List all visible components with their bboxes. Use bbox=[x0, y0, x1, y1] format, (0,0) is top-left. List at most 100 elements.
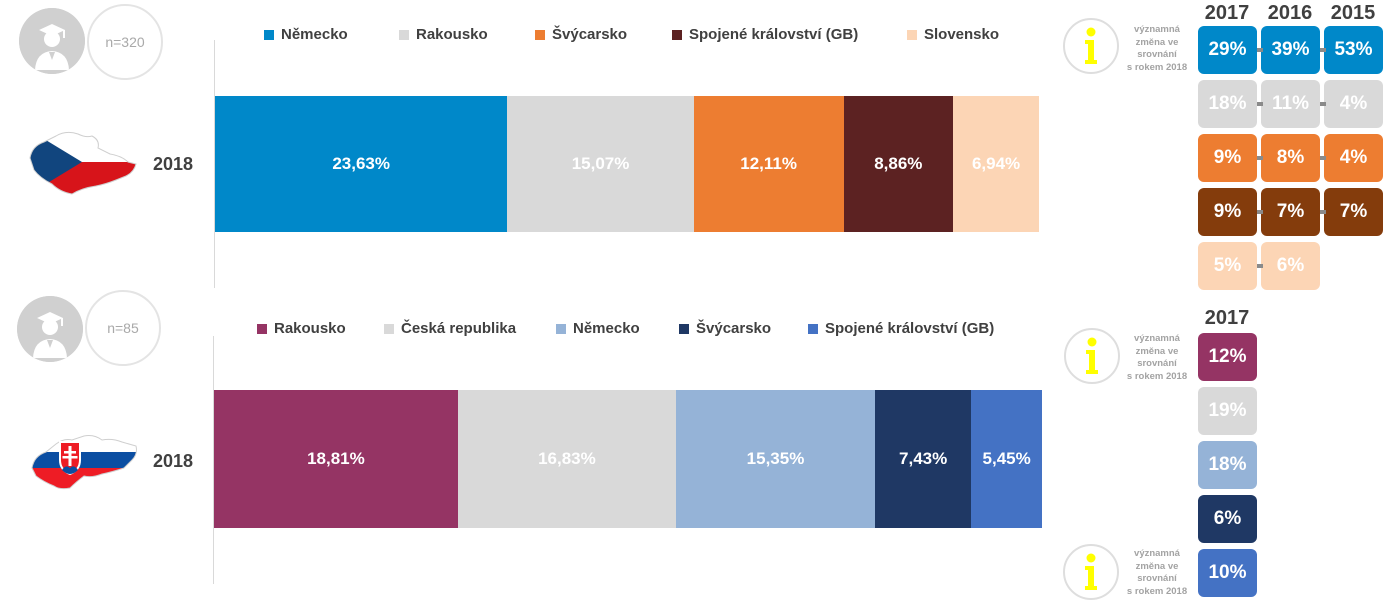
table-cell: 6% bbox=[1198, 495, 1257, 543]
legend-label: Švýcarsko bbox=[696, 320, 772, 337]
bar-segment: 23,63% bbox=[215, 96, 508, 232]
sample-size-label: n=85 bbox=[107, 320, 139, 336]
table-cell: 7% bbox=[1261, 188, 1320, 236]
legend-item: Švýcarsko bbox=[679, 320, 771, 337]
bar-data-label: 16,83% bbox=[538, 449, 596, 468]
legend-label: Rakousko bbox=[274, 320, 346, 337]
bar-data-label: 7,43% bbox=[899, 449, 948, 468]
info-note-line: změna ve bbox=[1135, 36, 1179, 48]
bar-data-label: 18,81% bbox=[307, 449, 365, 468]
table-cell: 10% bbox=[1198, 549, 1257, 597]
legend-swatch bbox=[535, 29, 545, 40]
info-icon bbox=[1063, 544, 1119, 600]
table-column-header: 2017 bbox=[1204, 2, 1250, 24]
table-cell: 6% bbox=[1261, 242, 1320, 290]
legend-swatch bbox=[556, 323, 566, 334]
legend-item: Německo bbox=[264, 26, 348, 43]
table-cell-value: 29% bbox=[1208, 39, 1247, 60]
info-note: významná změna ve srovnání s rokem 2018 bbox=[1126, 548, 1188, 598]
info-note-line: s rokem 2018 bbox=[1126, 585, 1188, 597]
stacked-bar: 23,63% 15,07% 12,11% 8,86% 6,94% bbox=[215, 96, 1039, 232]
table-cell-value: 7% bbox=[1276, 201, 1305, 222]
table-column-header: 2016 bbox=[1267, 2, 1313, 24]
sample-size-badge: n=85 bbox=[85, 290, 161, 366]
table-cell: 5% bbox=[1198, 242, 1257, 290]
table-cell: 29% bbox=[1198, 26, 1257, 74]
table-cell-value: 18% bbox=[1208, 93, 1247, 114]
info-note-line: změna ve bbox=[1135, 560, 1179, 572]
bar-segment: 8,86% bbox=[843, 96, 954, 232]
table-cell: 39% bbox=[1261, 26, 1320, 74]
bar-data-label: 5,45% bbox=[982, 449, 1031, 468]
table-cell-value: 19% bbox=[1208, 400, 1247, 421]
legend-swatch bbox=[264, 29, 274, 40]
stacked-bar: 18,81% 16,83% 15,35% 7,43% 5,45% bbox=[214, 390, 1042, 528]
bar-segment: 5,45% bbox=[971, 390, 1042, 528]
legend-label: Spojené království (GB) bbox=[689, 26, 859, 43]
table-cell: 18% bbox=[1198, 441, 1257, 489]
bar-segment: 12,11% bbox=[693, 96, 844, 232]
legend-label: Německo bbox=[281, 26, 348, 43]
legend-item: Slovensko bbox=[907, 26, 999, 43]
info-icon bbox=[1064, 328, 1120, 384]
legend-swatch bbox=[679, 323, 689, 334]
sample-size-label: n=320 bbox=[105, 34, 145, 50]
legend-swatch bbox=[384, 323, 394, 334]
info-note-line: srovnání bbox=[1137, 49, 1177, 60]
table-connector bbox=[1257, 156, 1263, 160]
legend-item: Spojené království (GB) bbox=[672, 26, 858, 43]
table-cell: 7% bbox=[1324, 188, 1383, 236]
table-cell: 12% bbox=[1198, 333, 1257, 381]
legend-swatch bbox=[257, 323, 267, 334]
table-cell-value: 12% bbox=[1208, 346, 1247, 367]
legend-item: Rakousko bbox=[399, 26, 488, 43]
table-column-header: 2017 bbox=[1204, 307, 1250, 329]
table-connector bbox=[1320, 102, 1326, 106]
legend-swatch bbox=[399, 29, 409, 40]
legend-item: Německo bbox=[556, 320, 640, 337]
table-column-header: 2015 bbox=[1330, 2, 1376, 24]
graduate-avatar-icon bbox=[19, 8, 85, 74]
bar-data-label: 12,11% bbox=[740, 154, 797, 173]
info-icon bbox=[1063, 18, 1119, 74]
table-cell: 4% bbox=[1324, 134, 1383, 182]
table-cell-value: 9% bbox=[1213, 147, 1242, 168]
table-cell-value: 39% bbox=[1271, 39, 1310, 60]
table-cell-value: 6% bbox=[1213, 508, 1242, 529]
table-cell-value: 6% bbox=[1276, 255, 1305, 276]
graduate-avatar-icon bbox=[17, 296, 83, 362]
bar-segment: 6,94% bbox=[953, 96, 1039, 232]
info-note: významná změna ve srovnání s rokem 2018 bbox=[1126, 333, 1188, 383]
table-cell-value: 53% bbox=[1334, 39, 1373, 60]
axis-line bbox=[214, 40, 215, 288]
axis-line bbox=[213, 336, 214, 584]
table-connector bbox=[1320, 48, 1326, 52]
table-cell-value: 4% bbox=[1339, 93, 1368, 114]
bar-segment: 16,83% bbox=[457, 390, 677, 528]
bar-data-label: 15,35% bbox=[746, 449, 805, 468]
info-note-line: změna ve bbox=[1135, 345, 1179, 357]
bar-data-label: 8,86% bbox=[874, 154, 923, 173]
table-connector bbox=[1257, 48, 1263, 52]
info-note-line: významná bbox=[1134, 24, 1180, 35]
table-connector bbox=[1257, 210, 1263, 214]
bar-segment: 15,35% bbox=[676, 390, 875, 528]
legend-item: Švýcarsko bbox=[535, 26, 627, 43]
table-connector bbox=[1320, 210, 1326, 214]
czech-map-flag-icon bbox=[26, 128, 138, 196]
legend-label: Švýcarsko bbox=[552, 26, 628, 43]
table-cell: 9% bbox=[1198, 188, 1257, 236]
table-cell: 53% bbox=[1324, 26, 1383, 74]
legend-swatch bbox=[672, 29, 682, 40]
legend-item: Rakousko bbox=[257, 320, 346, 337]
info-note-line: srovnání bbox=[1137, 358, 1177, 369]
bar-segment: 18,81% bbox=[214, 390, 458, 528]
legend-label: Česká republika bbox=[401, 320, 517, 337]
table-cell: 4% bbox=[1324, 80, 1383, 128]
year-label: 2018 bbox=[153, 451, 194, 471]
table-cell-value: 11% bbox=[1272, 93, 1309, 114]
table-cell-value: 8% bbox=[1276, 147, 1305, 168]
table-cell: 19% bbox=[1198, 387, 1257, 435]
table-connector bbox=[1257, 264, 1263, 268]
table-cell-value: 18% bbox=[1208, 454, 1247, 475]
